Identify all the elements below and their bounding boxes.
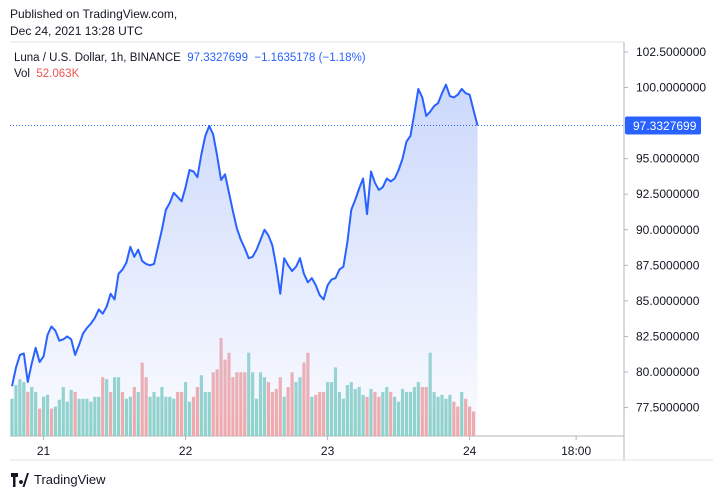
y-tick-label: 85.0000000 (636, 294, 700, 308)
x-tick-label: 18:00 (561, 444, 591, 458)
last-price-label: 97.3327699 (633, 119, 697, 133)
legend-vol-label[interactable]: Vol (14, 68, 30, 80)
y-tick-label: 102.5000000 (636, 45, 706, 59)
legend-price: 97.3327699 (187, 52, 248, 64)
tradingview-footer[interactable]: TradingView (10, 472, 106, 487)
published-on-text: Published on TradingView.com, (10, 7, 178, 21)
x-tick-label: 22 (179, 444, 193, 458)
price-area (12, 84, 478, 437)
y-tick-label: 82.5000000 (636, 329, 700, 343)
y-tick-label: 80.0000000 (636, 365, 700, 379)
legend-symbol[interactable]: Luna / U.S. Dollar, 1h, BINANCE (14, 52, 181, 64)
legend-change: −1.1635178 (−1.18%) (254, 52, 366, 64)
x-tick-label: 23 (321, 444, 335, 458)
last-price-tag (625, 116, 701, 135)
y-tick-label: 95.0000000 (636, 152, 700, 166)
legend-vol-value: 52.063K (36, 68, 80, 80)
price-line (11, 83, 479, 387)
y-tick-label: 100.0000000 (636, 81, 706, 95)
y-tick-label: 90.0000000 (636, 223, 700, 237)
legend-symbol-row: Luna / U.S. Dollar, 1h, BINANCE 97.33276… (14, 52, 366, 64)
y-tick-label: 92.5000000 (636, 187, 700, 201)
y-tick-label: 77.5000000 (636, 401, 700, 415)
y-tick-label: 87.5000000 (636, 258, 700, 272)
tradingview-logo-icon (11, 472, 29, 487)
x-tick-label: 21 (37, 444, 51, 458)
tradingview-brand: TradingView (34, 472, 106, 487)
legend-volume-row: Vol 52.063K (14, 68, 79, 80)
x-tick-label: 24 (463, 444, 477, 458)
publish-datetime: Dec 24, 2021 13:28 UTC (10, 24, 143, 38)
